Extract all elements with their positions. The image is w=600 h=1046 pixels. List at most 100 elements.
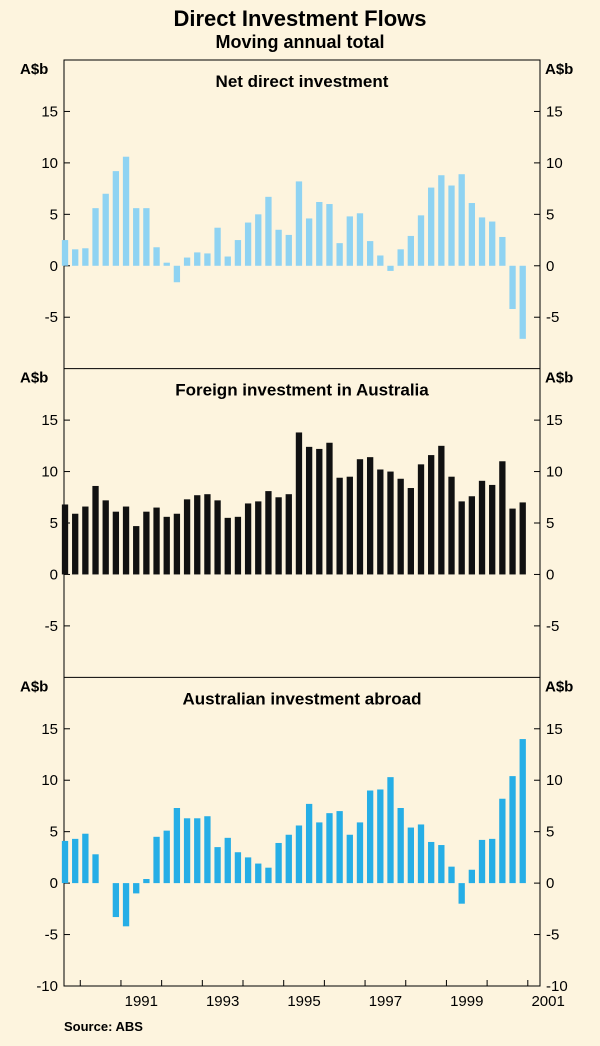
- bar-australian-investment-abroad: [428, 841, 435, 884]
- y-tick-label-left: 10: [41, 772, 58, 789]
- bar-foreign-investment-in-australia: [366, 457, 374, 575]
- y-tick-label-right: -5: [546, 927, 559, 944]
- bar-net-direct-investment: [224, 256, 231, 266]
- y-unit-right: A$b: [545, 61, 573, 78]
- y-tick-label-left: 0: [50, 875, 58, 892]
- bar-net-direct-investment: [478, 217, 486, 266]
- bar-net-direct-investment: [173, 265, 181, 283]
- y-tick-label-left: 5: [50, 515, 58, 532]
- bar-foreign-investment-in-australia: [407, 488, 414, 575]
- y-unit-right: A$b: [545, 678, 573, 695]
- bar-australian-investment-abroad: [143, 879, 150, 884]
- bar-australian-investment-abroad: [112, 883, 120, 918]
- source-note: Source: ABS: [64, 1019, 143, 1034]
- bar-foreign-investment-in-australia: [102, 500, 109, 575]
- bar-australian-investment-abroad: [61, 840, 69, 884]
- y-tick-label-left: 10: [41, 464, 58, 481]
- bar-australian-investment-abroad: [356, 822, 364, 884]
- bar-australian-investment-abroad: [133, 883, 140, 894]
- bar-foreign-investment-in-australia: [183, 499, 191, 575]
- x-tick-label: 2001: [531, 993, 564, 1010]
- bar-australian-investment-abroad: [326, 813, 333, 884]
- bar-australian-investment-abroad: [204, 816, 211, 884]
- bar-net-direct-investment: [346, 216, 353, 266]
- bar-net-direct-investment: [387, 265, 394, 271]
- y-tick-label-right: 5: [546, 824, 554, 841]
- y-unit-left: A$b: [20, 370, 48, 387]
- bar-australian-investment-abroad: [417, 824, 425, 884]
- bar-net-direct-investment: [234, 240, 242, 266]
- bar-foreign-investment-in-australia: [346, 476, 353, 575]
- bar-foreign-investment-in-australia: [326, 442, 333, 575]
- y-tick-label-left: 15: [41, 103, 58, 120]
- y-tick-label-right: -5: [546, 618, 559, 635]
- panel-net-direct-investment: A$b A$b Net direct investment 15 15 10 10 5 5 0 0 -…: [20, 61, 573, 339]
- bar-foreign-investment-in-australia: [336, 477, 343, 575]
- bar-australian-investment-abroad: [153, 836, 160, 884]
- x-tick-label: 1997: [369, 993, 402, 1010]
- bar-net-direct-investment: [285, 234, 292, 266]
- bar-australian-investment-abroad: [397, 808, 404, 884]
- y-unit-right: A$b: [545, 370, 573, 387]
- y-unit-left: A$b: [20, 61, 48, 78]
- bar-net-direct-investment: [377, 255, 384, 266]
- y-tick-label-right: 5: [546, 206, 554, 223]
- bar-net-direct-investment: [326, 204, 333, 266]
- bar-net-direct-investment: [275, 229, 282, 266]
- bar-australian-investment-abroad: [377, 789, 384, 884]
- bar-australian-investment-abroad: [316, 822, 323, 884]
- bar-net-direct-investment: [265, 196, 272, 266]
- bar-foreign-investment-in-australia: [122, 506, 130, 575]
- bar-foreign-investment-in-australia: [387, 471, 394, 575]
- y-tick-label-right: 10: [546, 155, 563, 172]
- panel-australian-investment-abroad: A$b A$b Australian investment abroad 15 15 10…: [20, 676, 573, 944]
- y-tick-label-right: 15: [546, 103, 563, 120]
- bar-australian-investment-abroad: [275, 842, 282, 884]
- bar-foreign-investment-in-australia: [224, 517, 231, 575]
- bar-net-direct-investment: [417, 215, 425, 266]
- panel-foreign-investment-in-australia: A$b A$b Foreign investment in Australia 15 1…: [20, 368, 573, 635]
- x-axis: -10 -10 1991 1993 1995 1997 1999 2001: [36, 978, 567, 1010]
- bar-australian-investment-abroad: [173, 808, 181, 884]
- bar-australian-investment-abroad: [458, 883, 465, 904]
- y-tick-label-right: 0: [546, 258, 554, 275]
- bar-australian-investment-abroad: [468, 869, 476, 884]
- bar-net-direct-investment: [305, 218, 313, 266]
- bar-australian-investment-abroad: [499, 798, 506, 884]
- bar-australian-investment-abroad: [438, 845, 445, 884]
- bar-australian-investment-abroad: [214, 847, 221, 884]
- bar-net-direct-investment: [438, 175, 445, 266]
- chart-subtitle: Moving annual total: [216, 32, 385, 52]
- bar-net-direct-investment: [133, 208, 140, 266]
- y-tick-label-right: 5: [546, 515, 554, 532]
- y-tick-label-right: -5: [546, 309, 559, 326]
- bar-australian-investment-abroad: [478, 839, 486, 884]
- bar-net-direct-investment: [448, 185, 455, 266]
- bar-australian-investment-abroad: [122, 883, 130, 927]
- bar-australian-investment-abroad: [72, 838, 79, 884]
- bar-foreign-investment-in-australia: [133, 526, 140, 575]
- bar-foreign-investment-in-australia: [61, 504, 69, 575]
- y-tick-label-left: 15: [41, 412, 58, 429]
- bar-foreign-investment-in-australia: [509, 508, 516, 575]
- bar-foreign-investment-in-australia: [478, 480, 486, 575]
- panel-title: Foreign investment in Australia: [175, 381, 429, 400]
- bar-foreign-investment-in-australia: [163, 516, 170, 575]
- bar-net-direct-investment: [153, 247, 160, 266]
- bar-net-direct-investment: [366, 241, 374, 266]
- y-tick-label-left: 0: [50, 258, 58, 275]
- bar-foreign-investment-in-australia: [173, 513, 181, 575]
- bar-net-direct-investment: [397, 249, 404, 266]
- chart-panels: A$b A$b Net direct investment 15 15 10 10 5 5 0 0 -…: [20, 61, 573, 944]
- bar-net-direct-investment: [244, 222, 252, 266]
- bar-australian-investment-abroad: [407, 827, 414, 884]
- bar-net-direct-investment: [407, 235, 414, 266]
- bar-australian-investment-abroad: [92, 854, 99, 884]
- bar-australian-investment-abroad: [305, 803, 313, 884]
- bar-foreign-investment-in-australia: [489, 484, 496, 575]
- bar-net-direct-investment: [428, 187, 435, 266]
- bar-australian-investment-abroad: [346, 834, 353, 884]
- bar-australian-investment-abroad: [82, 833, 89, 884]
- bar-net-direct-investment: [194, 252, 201, 266]
